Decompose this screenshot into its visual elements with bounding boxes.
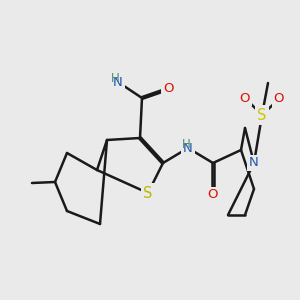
Text: N: N (249, 157, 259, 169)
Text: O: O (208, 188, 218, 202)
Text: N: N (113, 76, 123, 88)
Text: H: H (111, 72, 120, 85)
Text: N: N (183, 142, 193, 154)
Text: O: O (274, 92, 284, 106)
Text: O: O (163, 82, 173, 95)
Text: O: O (240, 92, 250, 104)
Text: H: H (182, 138, 190, 151)
Text: S: S (257, 107, 267, 122)
Text: S: S (143, 185, 153, 200)
